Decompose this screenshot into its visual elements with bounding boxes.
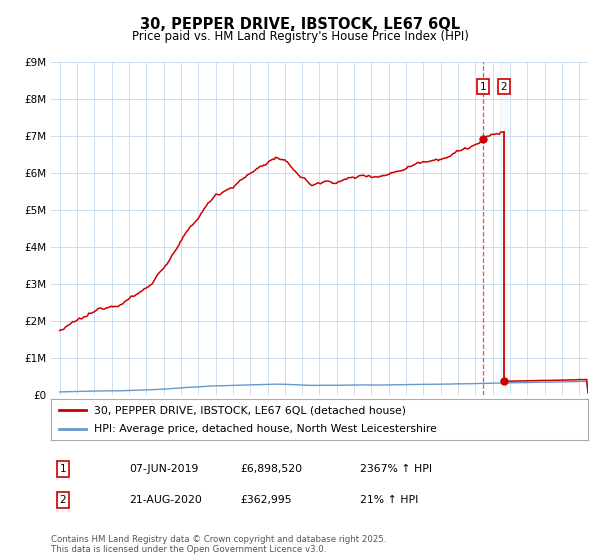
Text: 2: 2	[500, 82, 507, 92]
Text: Contains HM Land Registry data © Crown copyright and database right 2025.
This d: Contains HM Land Registry data © Crown c…	[51, 535, 386, 554]
Text: HPI: Average price, detached house, North West Leicestershire: HPI: Average price, detached house, Nort…	[94, 424, 437, 433]
Text: 30, PEPPER DRIVE, IBSTOCK, LE67 6QL: 30, PEPPER DRIVE, IBSTOCK, LE67 6QL	[140, 17, 460, 31]
Text: Price paid vs. HM Land Registry's House Price Index (HPI): Price paid vs. HM Land Registry's House …	[131, 30, 469, 43]
Text: 21% ↑ HPI: 21% ↑ HPI	[360, 495, 418, 505]
Text: 1: 1	[59, 464, 67, 474]
Text: £362,995: £362,995	[240, 495, 292, 505]
Text: 2: 2	[59, 495, 67, 505]
Bar	[500, 62, 507, 395]
Text: 1: 1	[480, 82, 487, 92]
Text: 2367% ↑ HPI: 2367% ↑ HPI	[360, 464, 432, 474]
Text: 30, PEPPER DRIVE, IBSTOCK, LE67 6QL (detached house): 30, PEPPER DRIVE, IBSTOCK, LE67 6QL (det…	[94, 405, 406, 415]
Text: 21-AUG-2020: 21-AUG-2020	[129, 495, 202, 505]
Text: 07-JUN-2019: 07-JUN-2019	[129, 464, 199, 474]
Text: £6,898,520: £6,898,520	[240, 464, 302, 474]
